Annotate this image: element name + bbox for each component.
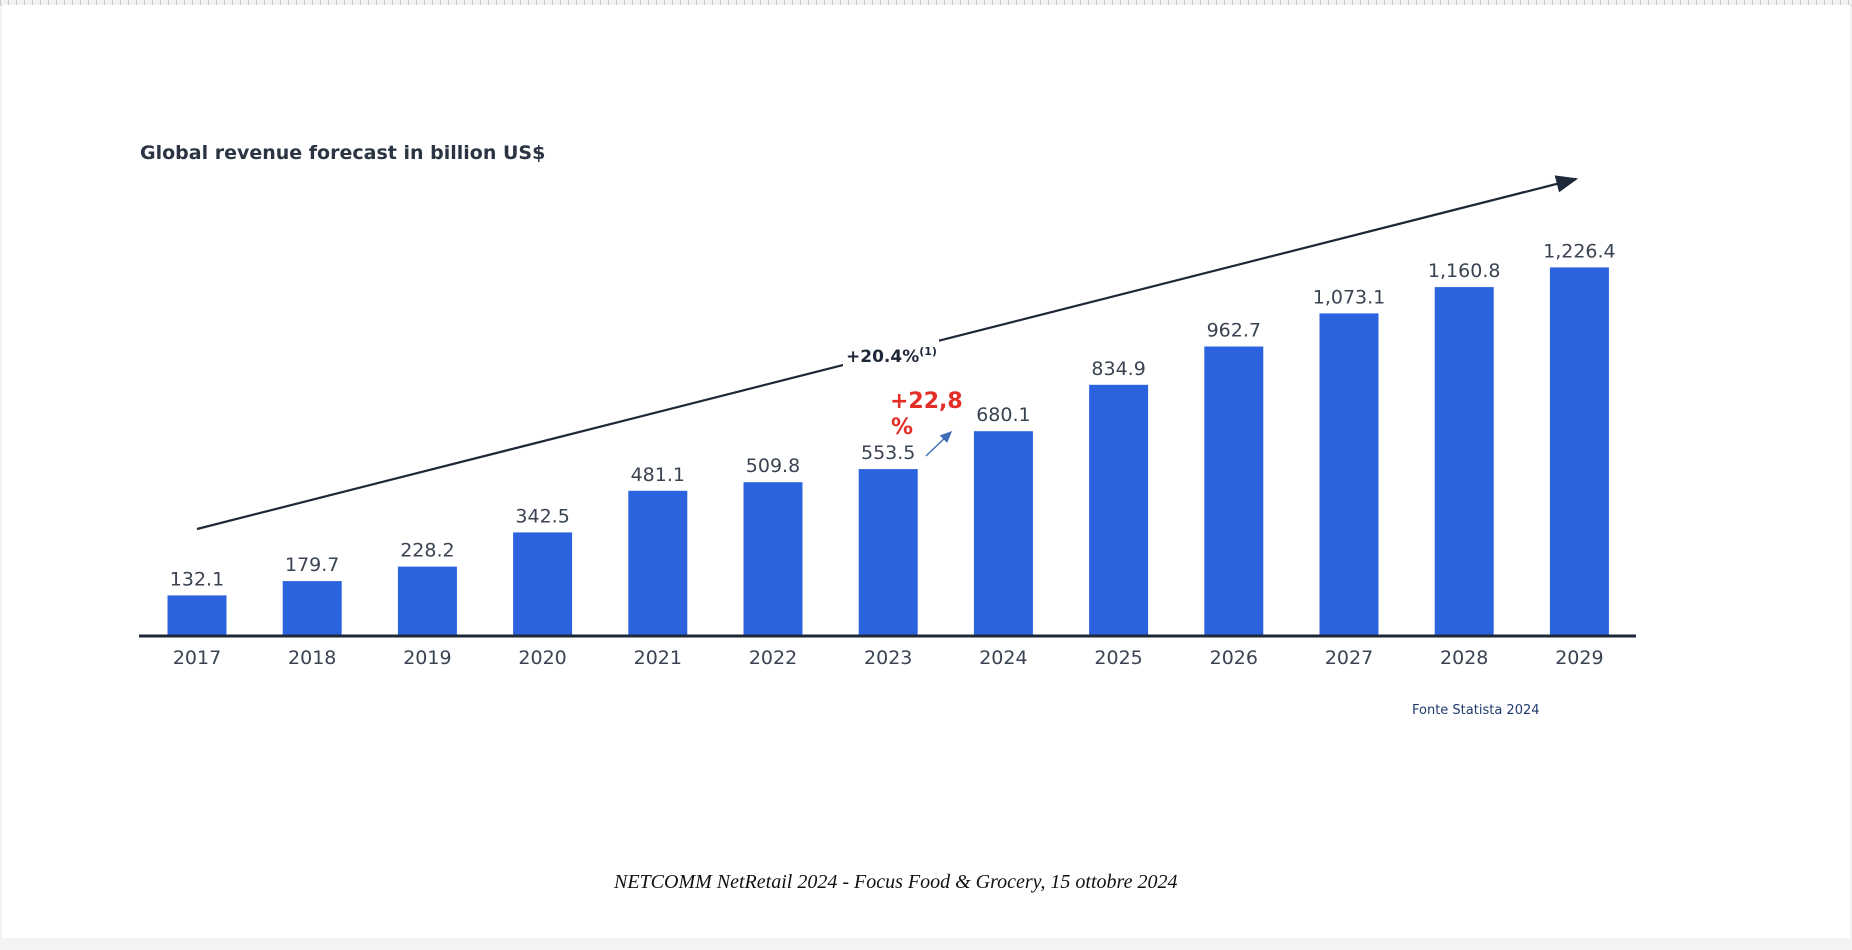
bar-2019 — [397, 566, 457, 635]
chart-title: Global revenue forecast in billion US$ — [140, 142, 545, 164]
bar-2024 — [973, 431, 1033, 635]
x-tick-2019: 2019 — [403, 647, 451, 669]
x-tick-2017: 2017 — [173, 647, 221, 669]
bar-2022 — [743, 482, 803, 635]
bar-series — [167, 267, 1609, 635]
x-tick-labels: 2017 2018 2019 2020 2021 2022 2023 2024 2025 2026… — [173, 647, 1604, 669]
bar-2029 — [1549, 267, 1609, 635]
value-label-2019: 228.2 — [400, 540, 454, 562]
bar-2027 — [1319, 313, 1379, 635]
value-label-2020: 342.5 — [515, 505, 569, 527]
x-tick-2028: 2028 — [1440, 647, 1488, 669]
value-label-2028: 1,160.8 — [1428, 260, 1501, 282]
value-label-2029: 1,226.4 — [1543, 240, 1616, 262]
bar-2026 — [1204, 346, 1264, 635]
bar-2017 — [167, 595, 227, 635]
value-label-2026: 962.7 — [1207, 320, 1261, 342]
bar-2028 — [1434, 287, 1494, 635]
x-tick-2025: 2025 — [1094, 647, 1142, 669]
source-note: Fonte Statista 2024 — [1412, 703, 1540, 718]
x-tick-2018: 2018 — [288, 647, 336, 669]
bar-2021 — [628, 490, 688, 635]
x-tick-2021: 2021 — [634, 647, 682, 669]
yoy-growth-arrow — [925, 430, 953, 457]
bar-2025 — [1089, 384, 1149, 635]
value-label-2018: 179.7 — [285, 554, 339, 576]
x-tick-2023: 2023 — [864, 647, 912, 669]
x-tick-2024: 2024 — [979, 647, 1027, 669]
x-tick-2020: 2020 — [518, 647, 566, 669]
x-tick-2022: 2022 — [749, 647, 797, 669]
yoy-growth-percent: % — [891, 415, 913, 440]
x-tick-2026: 2026 — [1210, 647, 1258, 669]
value-label-2017: 132.1 — [170, 568, 224, 590]
x-tick-2029: 2029 — [1555, 647, 1603, 669]
x-tick-2027: 2027 — [1325, 647, 1373, 669]
value-label-2025: 834.9 — [1091, 358, 1145, 380]
value-label-2024: 680.1 — [976, 404, 1030, 426]
value-labels: 132.1 179.7 228.2 342.5 481.1 509.8 553.5 680.1… — [170, 240, 1616, 590]
value-label-2027: 1,073.1 — [1313, 286, 1386, 308]
bar-2018 — [282, 581, 342, 635]
slide-canvas — [2, 5, 1850, 938]
cagr-label: +20.4%(1) — [846, 345, 937, 367]
slide-footer: NETCOMM NetRetail 2024 - Focus Food & Gr… — [613, 871, 1177, 893]
cagr-label-backdrop — [843, 338, 939, 372]
yoy-growth-label: +22,8 — [890, 389, 963, 414]
bar-2020 — [513, 532, 573, 635]
bar-2023 — [858, 469, 918, 635]
value-label-2021: 481.1 — [631, 464, 685, 486]
value-label-2022: 509.8 — [746, 455, 800, 477]
value-label-2023: 553.5 — [861, 442, 915, 464]
